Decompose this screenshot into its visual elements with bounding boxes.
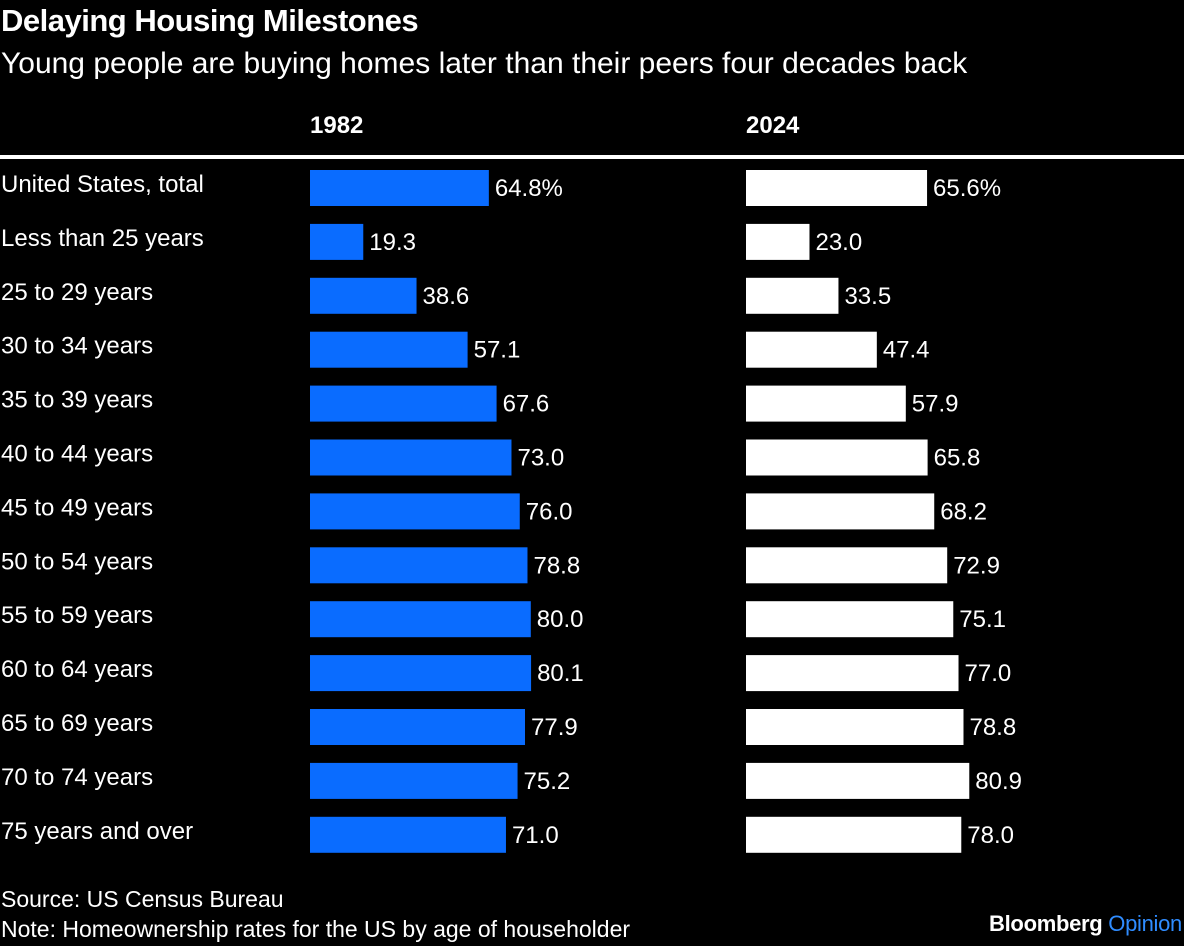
value-label-2024: 78.0 xyxy=(967,822,1014,849)
bar-2024 xyxy=(746,277,839,314)
bar-2024 xyxy=(746,816,962,853)
bar-2024 xyxy=(746,223,810,260)
bar-1982 xyxy=(310,709,526,745)
bar-2024 xyxy=(746,385,906,422)
value-label-1982: 78.8 xyxy=(533,552,580,579)
bar-1982 xyxy=(310,655,532,692)
value-label-2024: 78.8 xyxy=(969,714,1016,741)
brand-section: Opinion xyxy=(1108,911,1182,936)
value-label-1982: 80.0 xyxy=(537,606,584,633)
bar-1982 xyxy=(310,277,417,314)
value-label-1982: 73.0 xyxy=(517,445,564,472)
value-label-2024: 65.8 xyxy=(934,445,981,472)
bar-1982 xyxy=(310,762,518,799)
value-label-1982: 64.8% xyxy=(495,175,563,202)
value-label-1982: 67.6 xyxy=(503,391,550,418)
category-label: 60 to 64 years xyxy=(1,656,153,683)
column-header-2024: 2024 xyxy=(746,112,800,139)
chart-title: Delaying Housing Milestones xyxy=(1,3,419,38)
column-header-1982: 1982 xyxy=(310,112,364,139)
bar-1982 xyxy=(310,816,506,853)
footnote: Note: Homeownership rates for the US by … xyxy=(1,916,631,942)
bar-1982 xyxy=(310,385,497,422)
brand-name: Bloomberg xyxy=(989,911,1103,936)
value-label-2024: 23.0 xyxy=(815,229,862,256)
value-label-1982: 57.1 xyxy=(474,337,521,364)
bar-2024 xyxy=(746,655,959,692)
value-label-2024: 75.1 xyxy=(959,606,1006,633)
bar-2024 xyxy=(746,439,928,476)
value-label-2024: 33.5 xyxy=(844,283,891,310)
category-label: 65 to 69 years xyxy=(1,710,153,737)
source-note: Source: US Census Bureau xyxy=(1,886,284,912)
bar-1982 xyxy=(310,170,489,206)
category-label: United States, total xyxy=(1,171,204,198)
category-label: 70 to 74 years xyxy=(1,764,153,791)
bar-1982 xyxy=(310,547,528,584)
bar-2024 xyxy=(746,547,948,584)
category-label: 55 to 59 years xyxy=(1,602,153,629)
value-label-2024: 68.2 xyxy=(940,498,987,525)
category-label: 45 to 49 years xyxy=(1,494,153,521)
bar-1982 xyxy=(310,331,468,368)
header-rule xyxy=(0,155,1184,159)
bar-1982 xyxy=(310,223,364,260)
bar-1982 xyxy=(310,439,512,476)
bar-1982 xyxy=(310,601,531,638)
value-label-1982: 38.6 xyxy=(423,283,470,310)
bar-1982 xyxy=(310,493,520,530)
bar-2024 xyxy=(746,331,877,368)
chart-subtitle: Young people are buying homes later than… xyxy=(1,47,968,80)
category-label: 75 years and over xyxy=(1,818,193,845)
category-label: 50 to 54 years xyxy=(1,548,153,575)
category-label: 25 to 29 years xyxy=(1,279,153,306)
bar-2024 xyxy=(746,762,970,799)
value-label-2024: 57.9 xyxy=(912,391,959,418)
value-label-1982: 75.2 xyxy=(524,768,571,795)
value-label-2024: 77.0 xyxy=(965,660,1012,687)
value-label-1982: 71.0 xyxy=(512,822,559,849)
brand-logo: Bloomberg Opinion xyxy=(989,911,1182,937)
category-label: 30 to 34 years xyxy=(1,333,153,360)
value-label-1982: 76.0 xyxy=(526,498,573,525)
bar-2024 xyxy=(746,170,928,206)
value-label-2024: 65.6% xyxy=(933,175,1001,202)
value-label-1982: 77.9 xyxy=(531,714,578,741)
value-label-2024: 72.9 xyxy=(953,552,1000,579)
bar-2024 xyxy=(746,601,954,638)
value-label-1982: 19.3 xyxy=(369,229,416,256)
bar-2024 xyxy=(746,709,964,745)
category-label: 40 to 44 years xyxy=(1,441,153,468)
bar-2024 xyxy=(746,493,935,530)
value-label-1982: 80.1 xyxy=(537,660,584,687)
category-label: Less than 25 years xyxy=(1,225,204,252)
value-label-2024: 47.4 xyxy=(883,337,930,364)
value-label-2024: 80.9 xyxy=(975,768,1022,795)
category-label: 35 to 39 years xyxy=(1,387,153,414)
